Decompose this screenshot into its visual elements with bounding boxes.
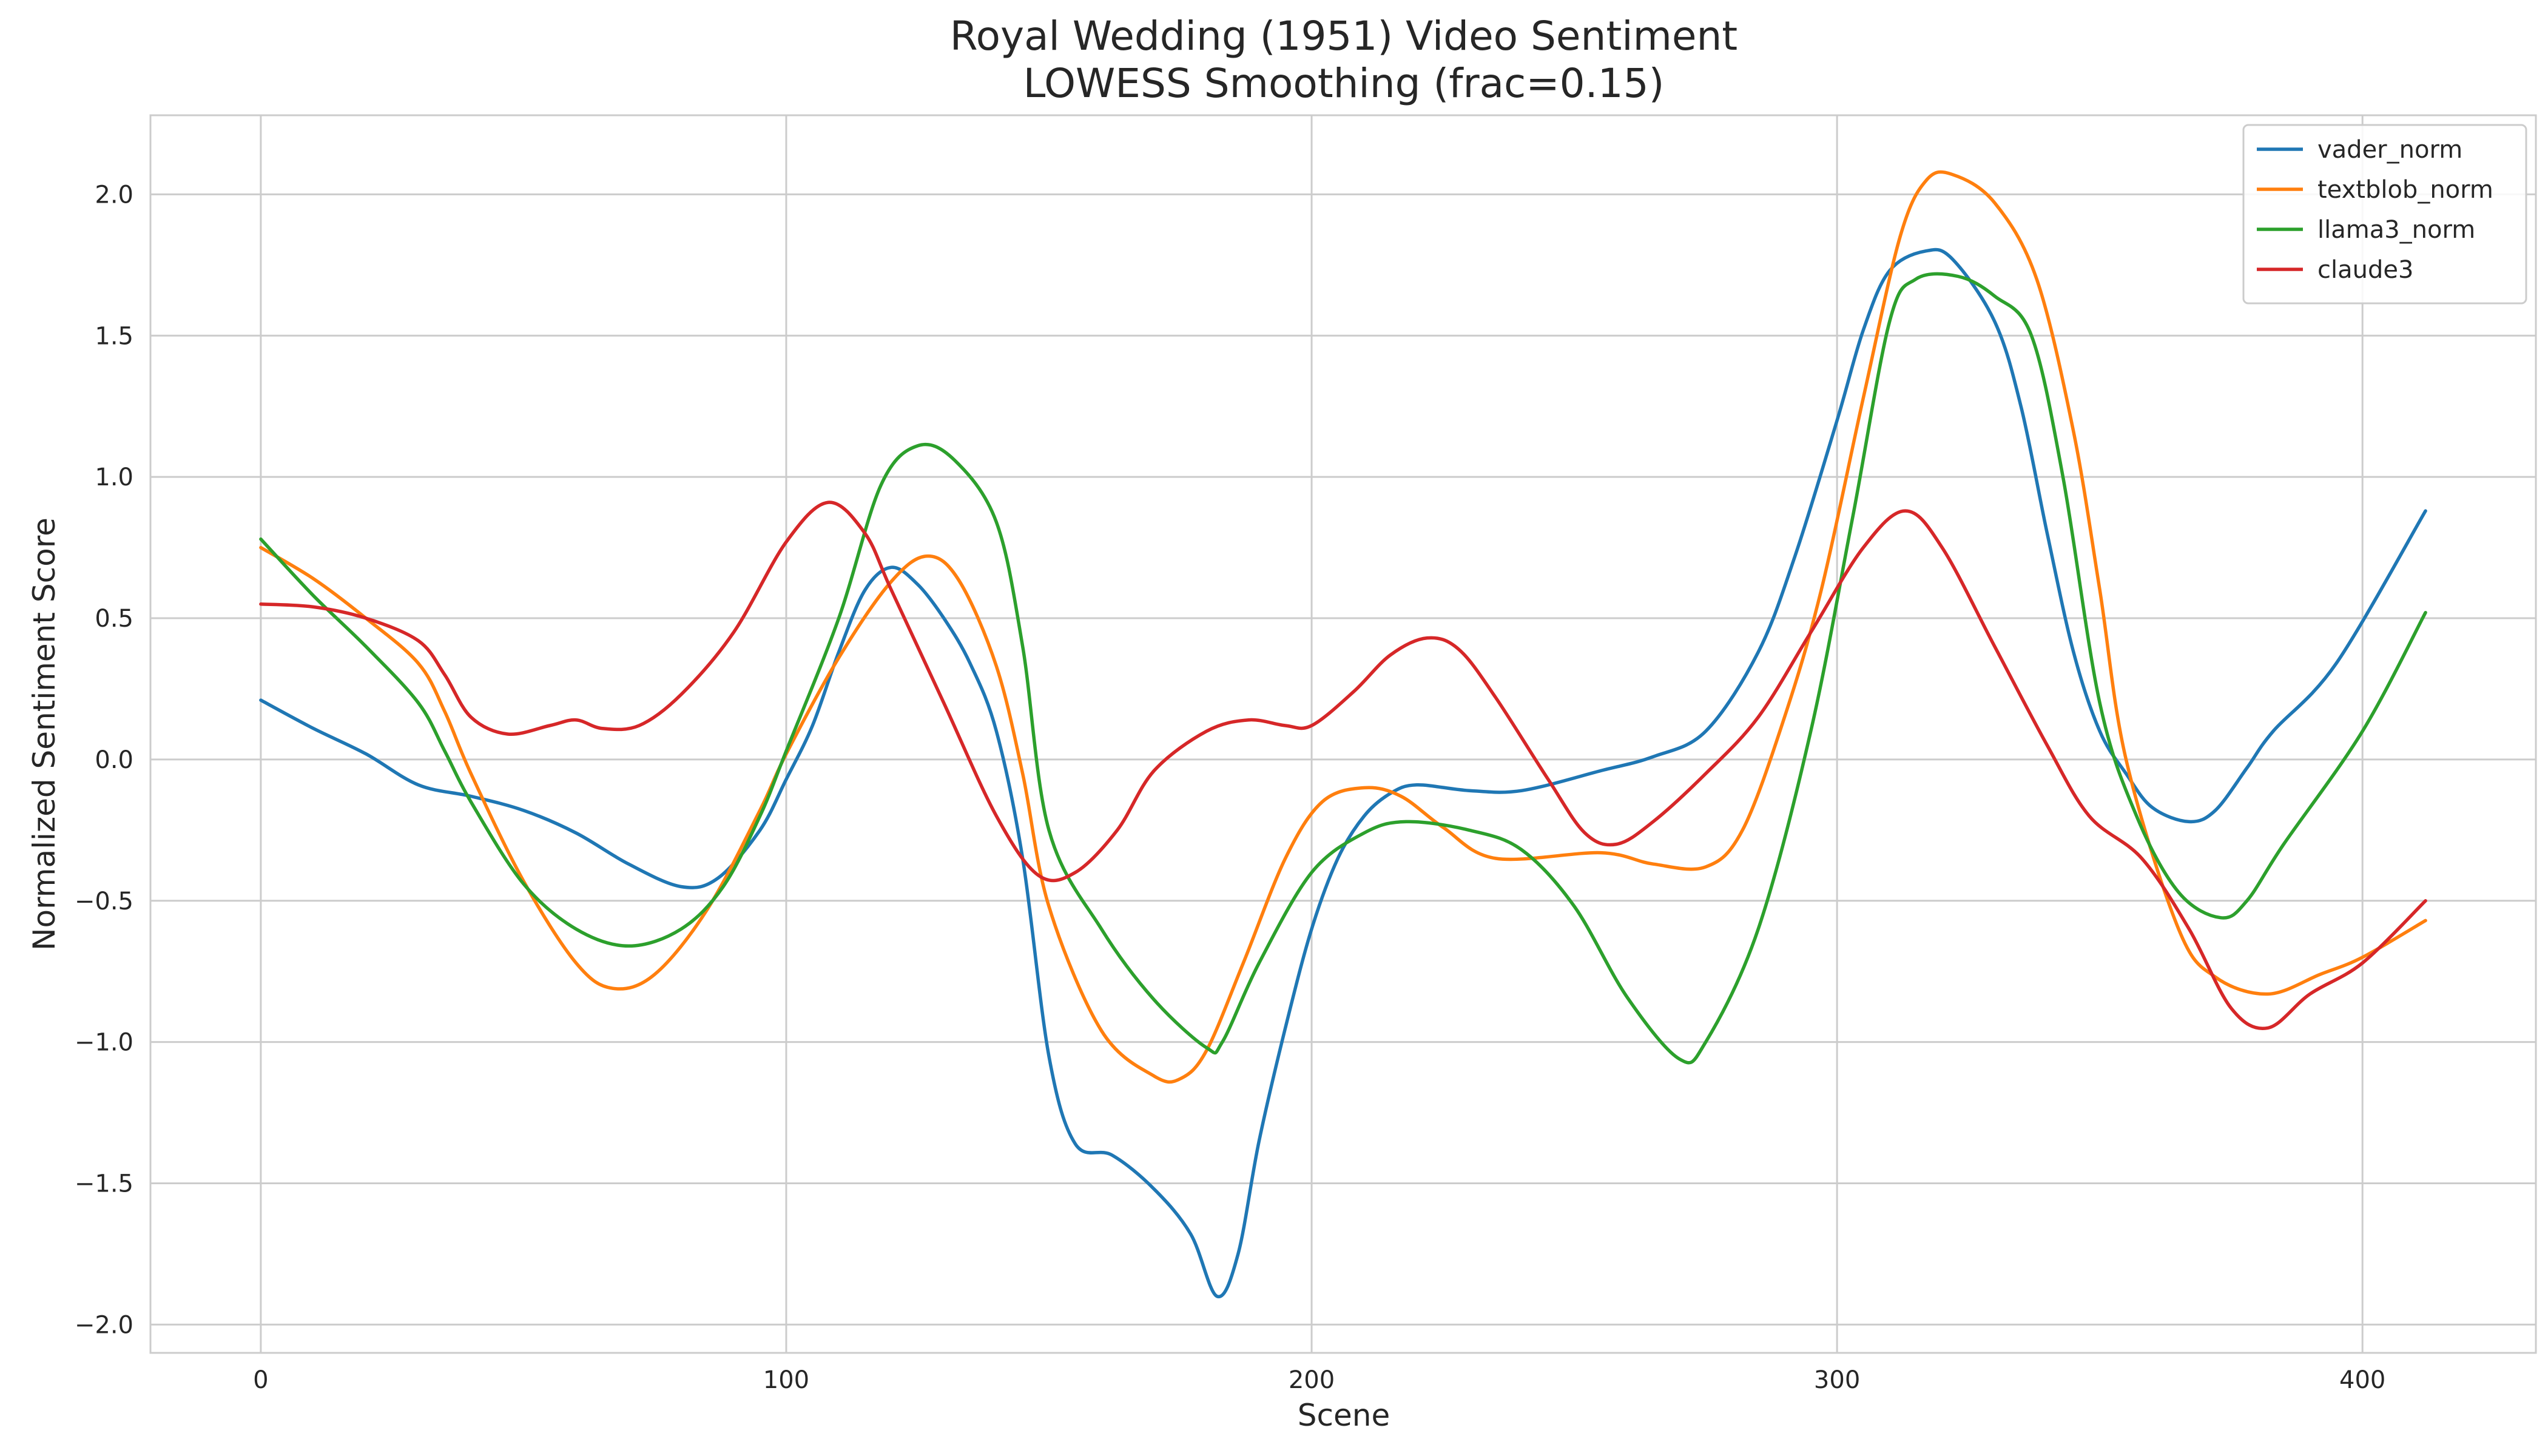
x-tick-label: 300 [1814, 1366, 1860, 1394]
legend-label: textblob_norm [2317, 176, 2493, 204]
y-tick-label: −1.0 [75, 1029, 133, 1057]
chart-subtitle: LOWESS Smoothing (frac=0.15) [1023, 60, 1665, 107]
y-tick-label: 0.5 [95, 605, 133, 633]
tick-labels: 0 100 200 300 400 −2.0 −1.5 −1.0 −0.5 0.0 0.5 1.0 1.… [75, 181, 2386, 1394]
grid [150, 115, 2536, 1353]
x-tick-label: 200 [1289, 1366, 1335, 1394]
y-tick-label: 2.0 [95, 181, 133, 209]
x-tick-label: 0 [253, 1366, 268, 1394]
series-line-llama3-norm [259, 272, 2427, 1065]
y-tick-label: 0.0 [95, 746, 133, 774]
series-line-vader-norm [259, 248, 2427, 1299]
y-tick-label: −2.0 [75, 1311, 133, 1339]
x-tick-label: 400 [2339, 1366, 2385, 1394]
series-lines [259, 170, 2427, 1299]
y-axis-label: Normalized Sentiment Score [27, 517, 62, 951]
chart-title: Royal Wedding (1951) Video Sentiment [950, 13, 1737, 59]
legend-label: llama3_norm [2317, 216, 2475, 244]
series-line-claude3 [259, 500, 2427, 1030]
y-tick-label: 1.5 [95, 322, 133, 350]
x-tick-label: 100 [763, 1366, 809, 1394]
legend: vader_norm textblob_norm llama3_normclaude… [2242, 124, 2527, 305]
y-tick-label: −1.5 [75, 1170, 133, 1198]
legend-label: vader_norm [2317, 136, 2462, 164]
y-tick-label: 1.0 [95, 463, 133, 491]
legend-box [2242, 124, 2527, 305]
plot-frame [149, 114, 2537, 1354]
series-line-textblob-norm [259, 170, 2427, 1084]
legend-label: claude3 [2317, 256, 2413, 284]
x-axis-label: Scene [1298, 1398, 1390, 1433]
y-tick-label: −0.5 [75, 888, 133, 915]
